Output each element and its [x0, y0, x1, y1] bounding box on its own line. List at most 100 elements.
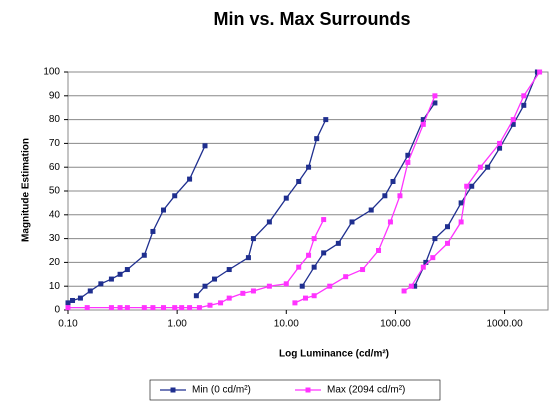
data-point — [314, 136, 319, 141]
legend-label: Min (0 cd/m²) — [192, 385, 251, 396]
data-point — [321, 250, 326, 255]
y-tick-label: 30 — [49, 233, 61, 244]
y-tick-label: 50 — [49, 186, 61, 197]
data-point — [161, 305, 166, 310]
data-point — [405, 160, 410, 165]
chart: Min vs. Max Surrounds Log Luminance (cd/… — [0, 0, 556, 404]
data-point — [537, 70, 542, 75]
data-point — [150, 305, 155, 310]
y-tick-label: 90 — [49, 90, 61, 101]
chart-title: Min vs. Max Surrounds — [213, 9, 410, 29]
x-tick-label: 1000.00 — [486, 319, 523, 330]
data-point — [497, 141, 502, 146]
y-tick-label: 100 — [43, 67, 60, 78]
data-point — [246, 255, 251, 260]
data-point — [323, 117, 328, 122]
data-point — [267, 284, 272, 289]
data-point — [360, 267, 365, 272]
data-point — [207, 303, 212, 308]
x-tick-label: 1.00 — [167, 319, 187, 330]
data-point — [296, 265, 301, 270]
data-point — [296, 179, 301, 184]
data-point — [306, 165, 311, 170]
data-point — [369, 208, 374, 213]
x-tick-label: 10.00 — [274, 319, 299, 330]
data-point — [284, 281, 289, 286]
data-point — [432, 93, 437, 98]
data-point — [109, 277, 114, 282]
data-point — [327, 284, 332, 289]
data-point — [85, 305, 90, 310]
data-point — [445, 224, 450, 229]
y-tick-label: 20 — [49, 257, 61, 268]
data-point — [227, 296, 232, 301]
data-point — [521, 103, 526, 108]
data-point — [70, 298, 75, 303]
legend-marker — [171, 388, 176, 393]
data-point — [78, 296, 83, 301]
data-point — [66, 300, 71, 305]
data-point — [421, 265, 426, 270]
data-point — [430, 255, 435, 260]
data-point — [459, 219, 464, 224]
data-point — [218, 300, 223, 305]
data-point — [267, 219, 272, 224]
data-point — [421, 122, 426, 127]
data-point — [303, 296, 308, 301]
data-point — [343, 274, 348, 279]
data-point — [251, 288, 256, 293]
data-point — [469, 184, 474, 189]
data-point — [349, 219, 354, 224]
data-point — [397, 193, 402, 198]
data-point — [292, 300, 297, 305]
data-point — [376, 248, 381, 253]
y-tick-label: 80 — [49, 114, 61, 125]
data-point — [485, 165, 490, 170]
data-point — [284, 196, 289, 201]
data-point — [125, 267, 130, 272]
data-point — [118, 305, 123, 310]
data-point — [187, 177, 192, 182]
data-point — [402, 288, 407, 293]
data-point — [194, 293, 199, 298]
data-point — [150, 229, 155, 234]
data-point — [312, 265, 317, 270]
data-point — [521, 93, 526, 98]
data-point — [300, 284, 305, 289]
data-point — [197, 305, 202, 310]
data-point — [445, 241, 450, 246]
data-point — [172, 193, 177, 198]
data-point — [203, 284, 208, 289]
data-point — [409, 284, 414, 289]
data-point — [66, 305, 71, 310]
data-point — [118, 272, 123, 277]
data-point — [306, 253, 311, 258]
data-point — [240, 291, 245, 296]
data-point — [212, 277, 217, 282]
y-axis-label: Magnitude Estimation — [21, 138, 32, 242]
data-point — [161, 208, 166, 213]
legend-marker — [306, 388, 311, 393]
data-point — [390, 179, 395, 184]
data-point — [321, 217, 326, 222]
data-point — [478, 165, 483, 170]
data-point — [179, 305, 184, 310]
y-tick-label: 0 — [54, 305, 60, 316]
data-point — [388, 219, 393, 224]
data-point — [312, 236, 317, 241]
legend-label: Max (2094 cd/m²) — [327, 385, 405, 396]
x-tick-label: 100.00 — [380, 319, 411, 330]
data-point — [459, 200, 464, 205]
x-tick-label: 0.10 — [58, 319, 78, 330]
data-point — [511, 117, 516, 122]
data-point — [142, 305, 147, 310]
data-point — [227, 267, 232, 272]
y-tick-label: 10 — [49, 281, 61, 292]
data-point — [187, 305, 192, 310]
data-point — [142, 253, 147, 258]
data-point — [125, 305, 130, 310]
data-point — [172, 305, 177, 310]
x-axis-label: Log Luminance (cd/m²) — [279, 349, 389, 360]
data-point — [382, 193, 387, 198]
data-point — [88, 288, 93, 293]
